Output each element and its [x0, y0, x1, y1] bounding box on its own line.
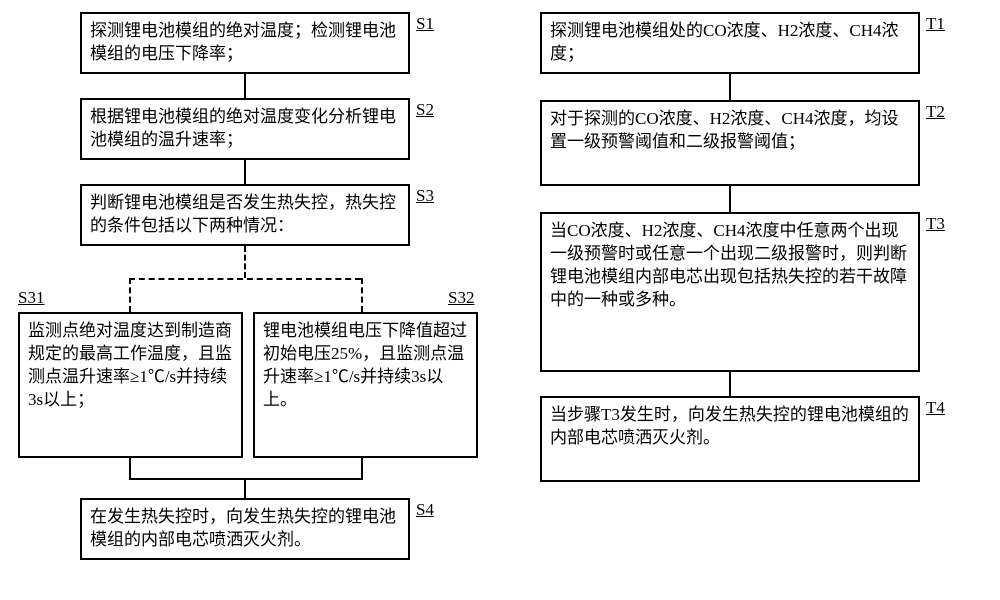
label-t4: T4 — [926, 398, 945, 418]
flowchart-canvas: 探测锂电池模组的绝对温度；检测锂电池模组的电压下降率； S1 根据锂电池模组的绝… — [0, 0, 1000, 600]
conn-s31-down — [129, 458, 131, 478]
conn-join-down — [244, 478, 246, 498]
label-s4: S4 — [416, 500, 434, 520]
conn-s32-down — [361, 458, 363, 478]
conn-s2-s3 — [244, 160, 246, 184]
node-t4: 当步骤T3发生时，向发生热失控的锂电池模组的内部电芯喷洒灭火剂。 — [540, 396, 920, 482]
node-s32-text: 锂电池模组电压下降值超过初始电压25%，且监测点温升速率≥1℃/s并持续3s以上… — [263, 321, 467, 409]
node-t4-text: 当步骤T3发生时，向发生热失控的锂电池模组的内部电芯喷洒灭火剂。 — [550, 405, 909, 447]
label-t2: T2 — [926, 102, 945, 122]
label-s1: S1 — [416, 14, 434, 34]
label-s3: S3 — [416, 186, 434, 206]
label-s2: S2 — [416, 100, 434, 120]
conn-s1-s2 — [244, 74, 246, 98]
node-s32: 锂电池模组电压下降值超过初始电压25%，且监测点温升速率≥1℃/s并持续3s以上… — [253, 312, 478, 458]
node-s1-text: 探测锂电池模组的绝对温度；检测锂电池模组的电压下降率； — [90, 21, 396, 63]
node-s4-text: 在发生热失控时，向发生热失控的锂电池模组的内部电芯喷洒灭火剂。 — [90, 507, 396, 549]
dash-branch-h — [129, 278, 361, 280]
node-s31: 监测点绝对温度达到制造商规定的最高工作温度，且监测点温升速率≥1℃/s并持续3s… — [18, 312, 243, 458]
label-s31: S31 — [18, 288, 44, 308]
node-s31-text: 监测点绝对温度达到制造商规定的最高工作温度，且监测点温升速率≥1℃/s并持续3s… — [28, 321, 232, 409]
node-t2: 对于探测的CO浓度、H2浓度、CH4浓度，均设置一级预警阈值和二级报警阈值； — [540, 100, 920, 186]
node-t1: 探测锂电池模组处的CO浓度、H2浓度、CH4浓度； — [540, 12, 920, 74]
node-s4: 在发生热失控时，向发生热失控的锂电池模组的内部电芯喷洒灭火剂。 — [80, 498, 410, 560]
label-s32: S32 — [448, 288, 474, 308]
node-t1-text: 探测锂电池模组处的CO浓度、H2浓度、CH4浓度； — [550, 21, 899, 63]
label-t1: T1 — [926, 14, 945, 34]
dash-branch-left — [129, 278, 131, 312]
node-s2-text: 根据锂电池模组的绝对温度变化分析锂电池模组的温升速率； — [90, 107, 396, 149]
node-s3: 判断锂电池模组是否发生热失控，热失控的条件包括以下两种情况： — [80, 184, 410, 246]
node-s3-text: 判断锂电池模组是否发生热失控，热失控的条件包括以下两种情况： — [90, 193, 396, 235]
node-t2-text: 对于探测的CO浓度、H2浓度、CH4浓度，均设置一级预警阈值和二级报警阈值； — [550, 109, 899, 151]
label-t3: T3 — [926, 214, 945, 234]
conn-t2-t3 — [729, 186, 731, 212]
node-t3: 当CO浓度、H2浓度、CH4浓度中任意两个出现一级预警时或任意一个出现二级报警时… — [540, 212, 920, 372]
dash-s3-down — [244, 246, 246, 278]
node-t3-text: 当CO浓度、H2浓度、CH4浓度中任意两个出现一级预警时或任意一个出现二级报警时… — [550, 221, 907, 309]
node-s2: 根据锂电池模组的绝对温度变化分析锂电池模组的温升速率； — [80, 98, 410, 160]
conn-join-h — [129, 478, 363, 480]
conn-t1-t2 — [729, 74, 731, 100]
dash-branch-right — [361, 278, 363, 312]
conn-t3-t4 — [729, 372, 731, 396]
node-s1: 探测锂电池模组的绝对温度；检测锂电池模组的电压下降率； — [80, 12, 410, 74]
